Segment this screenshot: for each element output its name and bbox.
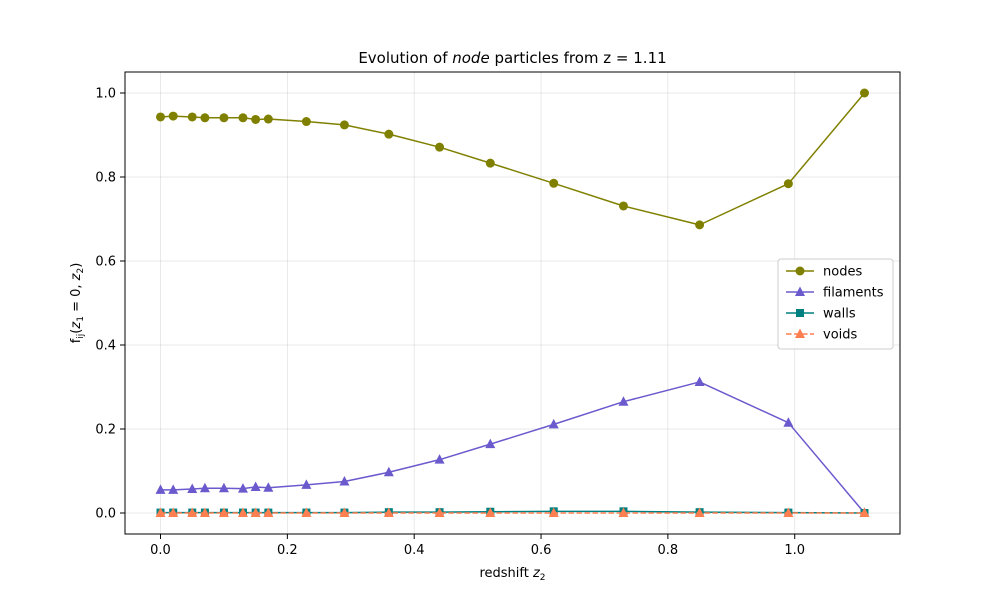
data-point-filaments xyxy=(237,483,248,493)
legend-marker-filaments xyxy=(795,286,805,296)
y-tick-label: 1.0 xyxy=(95,87,116,102)
y-tick-label: 0.2 xyxy=(95,423,116,438)
data-point-voids xyxy=(155,507,166,517)
data-point-filaments xyxy=(485,438,496,449)
data-point-voids xyxy=(199,507,210,517)
data-point-nodes xyxy=(200,113,210,123)
data-point-filaments xyxy=(383,466,394,477)
data-point-filaments xyxy=(155,484,166,494)
data-point-voids xyxy=(694,507,705,517)
series-nodes xyxy=(156,88,869,230)
legend-marker-walls xyxy=(796,309,804,317)
data-point-filaments xyxy=(187,483,198,494)
plot-frame xyxy=(124,71,901,535)
data-point-voids xyxy=(301,507,312,517)
data-point-voids xyxy=(187,507,198,517)
data-point-filaments xyxy=(339,476,350,486)
data-point-voids xyxy=(237,507,248,517)
data-point-filaments xyxy=(263,482,274,492)
legend-label-voids: voids xyxy=(823,328,858,343)
data-point-nodes xyxy=(339,120,349,130)
data-point-nodes xyxy=(549,178,559,188)
data-point-voids xyxy=(383,507,394,517)
data-point-nodes xyxy=(618,201,628,211)
axis-ticks: 0.0 0.2 0.4 0.6 0.8 1.0 0.0 0.2 0.4 0.6 0.8 1.0 xyxy=(95,87,805,559)
x-tick-label: 0.8 xyxy=(658,543,679,558)
x-axis-label: redshift z2 xyxy=(479,566,545,583)
data-point-filaments xyxy=(301,479,312,489)
data-point-filaments xyxy=(218,482,229,493)
x-tick-label: 0.4 xyxy=(404,543,425,558)
data-point-voids xyxy=(548,507,559,517)
data-point-filaments xyxy=(168,484,179,494)
data-point-nodes xyxy=(485,158,495,168)
data-point-nodes xyxy=(156,112,166,122)
data-point-filaments xyxy=(694,376,705,386)
x-tick-label: 0.2 xyxy=(277,543,298,558)
series-layer xyxy=(155,88,870,517)
data-point-voids xyxy=(618,507,629,517)
data-point-voids xyxy=(339,507,350,517)
series-voids xyxy=(155,507,870,517)
legend-label-walls: walls xyxy=(823,307,856,322)
data-point-voids xyxy=(485,507,496,517)
data-point-filaments xyxy=(434,454,445,464)
y-tick-label: 0.4 xyxy=(95,339,116,354)
legend-label-filaments: filaments xyxy=(823,286,884,301)
data-point-nodes xyxy=(251,114,261,124)
data-point-nodes xyxy=(238,113,248,123)
legend-marker-nodes xyxy=(795,266,805,276)
x-tick-label: 0.6 xyxy=(531,543,552,558)
data-point-filaments xyxy=(199,482,210,493)
data-point-filaments xyxy=(548,418,559,429)
data-point-voids xyxy=(783,507,794,517)
data-point-filaments xyxy=(250,481,261,491)
y-tick-label: 0.6 xyxy=(95,255,116,270)
legend-box xyxy=(777,258,894,350)
data-point-nodes xyxy=(384,129,394,139)
legend-label-nodes: nodes xyxy=(823,265,862,280)
data-point-voids xyxy=(168,507,179,517)
data-point-voids xyxy=(250,507,261,517)
data-point-nodes xyxy=(695,220,705,230)
legend: nodes filaments walls voids xyxy=(777,258,894,350)
data-point-voids xyxy=(218,507,229,517)
data-point-nodes xyxy=(187,112,197,122)
data-point-nodes xyxy=(783,179,793,189)
y-tick-label: 0.8 xyxy=(95,171,116,186)
data-point-voids xyxy=(859,507,870,517)
data-point-nodes xyxy=(263,114,273,124)
data-point-nodes xyxy=(301,117,311,127)
x-tick-label: 1.0 xyxy=(784,543,805,558)
legend-marker-voids xyxy=(795,328,805,338)
data-point-filaments xyxy=(783,417,794,427)
y-axis-label: fij(z1 = 0, z2) xyxy=(69,263,86,344)
chart-title: Evolution of node particles from z = 1.1… xyxy=(358,49,666,67)
data-point-nodes xyxy=(859,88,869,98)
data-point-voids xyxy=(263,507,274,517)
x-tick-label: 0.0 xyxy=(150,543,171,558)
y-tick-label: 0.0 xyxy=(95,507,116,522)
data-point-nodes xyxy=(435,142,445,152)
data-point-filaments xyxy=(618,396,629,406)
data-point-nodes xyxy=(219,113,229,123)
data-point-voids xyxy=(434,507,445,517)
data-point-nodes xyxy=(168,111,178,121)
